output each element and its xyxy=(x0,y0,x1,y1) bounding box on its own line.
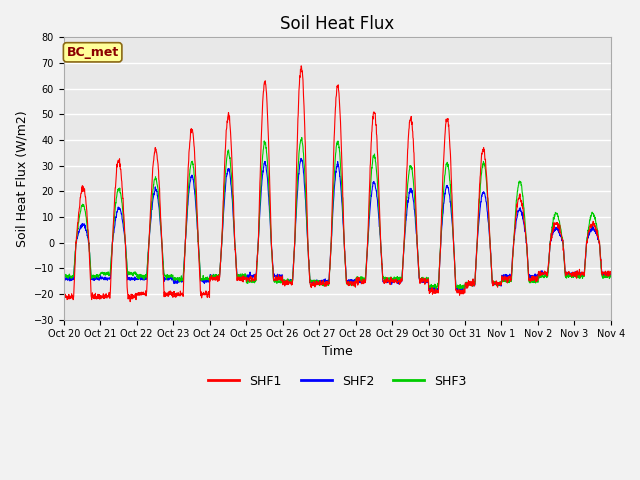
X-axis label: Time: Time xyxy=(322,345,353,358)
Line: SHF3: SHF3 xyxy=(64,137,611,289)
Text: BC_met: BC_met xyxy=(67,46,119,59)
SHF1 xyxy=(497,282,504,288)
SHF2 xyxy=(458,288,465,294)
SHF3 xyxy=(365,210,373,216)
SHF1 xyxy=(212,274,220,279)
SHF2 xyxy=(212,272,220,278)
SHF1 xyxy=(60,293,68,299)
SHF3 xyxy=(607,273,614,279)
SHF3 xyxy=(559,240,567,246)
SHF2 xyxy=(297,156,305,161)
Y-axis label: Soil Heat Flux (W/m2): Soil Heat Flux (W/m2) xyxy=(15,110,28,247)
SHF1 xyxy=(354,279,362,285)
Legend: SHF1, SHF2, SHF3: SHF1, SHF2, SHF3 xyxy=(203,370,472,393)
Title: Soil Heat Flux: Soil Heat Flux xyxy=(280,15,394,33)
SHF2 xyxy=(574,270,582,276)
SHF1 xyxy=(559,239,567,245)
SHF2 xyxy=(607,271,614,277)
SHF3 xyxy=(353,276,361,282)
SHF2 xyxy=(60,277,68,283)
SHF1 xyxy=(298,63,305,69)
SHF2 xyxy=(365,216,373,222)
Line: SHF1: SHF1 xyxy=(64,66,611,301)
Line: SHF2: SHF2 xyxy=(64,158,611,291)
SHF3 xyxy=(60,273,68,279)
SHF1 xyxy=(126,299,134,304)
SHF1 xyxy=(607,270,614,276)
SHF1 xyxy=(574,269,582,275)
SHF1 xyxy=(365,189,373,194)
SHF3 xyxy=(574,270,582,276)
SHF2 xyxy=(497,281,504,287)
SHF3 xyxy=(461,286,468,292)
SHF3 xyxy=(298,134,305,140)
SHF2 xyxy=(559,240,567,246)
SHF3 xyxy=(212,273,220,278)
SHF3 xyxy=(497,281,504,287)
SHF2 xyxy=(353,277,361,283)
